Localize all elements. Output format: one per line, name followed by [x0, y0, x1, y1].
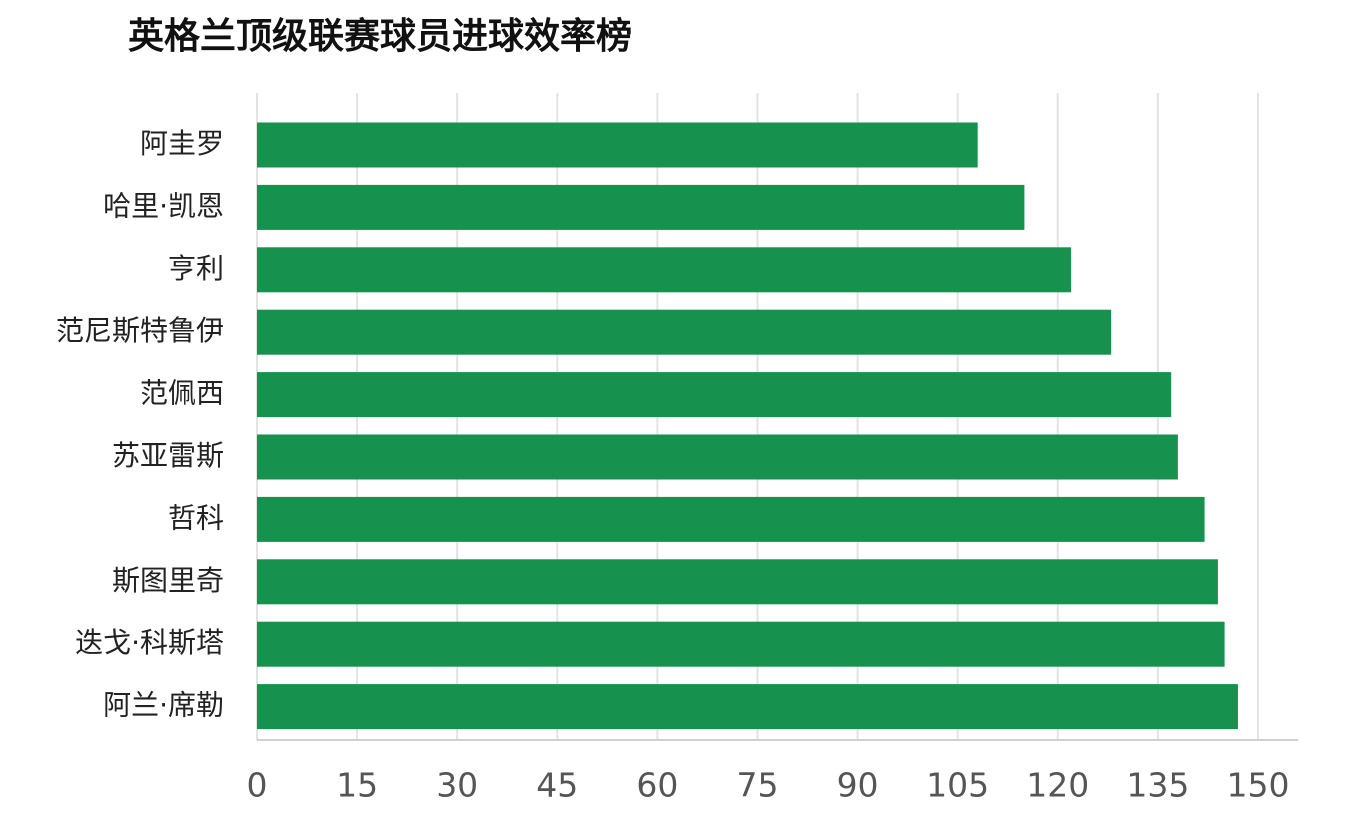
bar [257, 122, 978, 168]
x-tick-label: 105 [926, 766, 989, 805]
x-tick-label: 15 [336, 766, 378, 805]
y-tick-label: 范尼斯特鲁伊 [56, 314, 224, 347]
y-tick-label: 哈里·凯恩 [103, 189, 224, 222]
bar [257, 684, 1238, 730]
y-tick-label: 阿兰·席勒 [103, 689, 224, 722]
bar [257, 247, 1072, 293]
y-tick-label: 苏亚雷斯 [112, 439, 224, 472]
bar [257, 496, 1205, 542]
x-tick-label: 120 [1026, 766, 1089, 805]
x-tick-label: 30 [436, 766, 478, 805]
bar [257, 559, 1218, 605]
x-tick-label: 0 [247, 766, 268, 805]
bar [257, 434, 1178, 480]
bar [257, 309, 1112, 355]
y-tick-label: 范佩西 [140, 377, 224, 410]
y-tick-label: 迭戈·科斯塔 [75, 626, 224, 659]
bar [257, 372, 1172, 418]
x-tick-label: 60 [636, 766, 678, 805]
x-tick-label: 135 [1126, 766, 1189, 805]
x-tick-label: 90 [837, 766, 879, 805]
chart-title: 英格兰顶级联赛球员进球效率榜 [128, 16, 632, 57]
x-tick-label: 45 [536, 766, 578, 805]
bar [257, 621, 1225, 667]
y-tick-label: 亨利 [168, 252, 224, 285]
x-tick-label: 75 [736, 766, 778, 805]
y-tick-label: 阿圭罗 [140, 127, 224, 160]
bar [257, 184, 1025, 230]
y-tick-label: 斯图里奇 [112, 564, 224, 597]
y-tick-label: 哲科 [168, 501, 224, 534]
x-tick-label: 150 [1226, 766, 1289, 805]
